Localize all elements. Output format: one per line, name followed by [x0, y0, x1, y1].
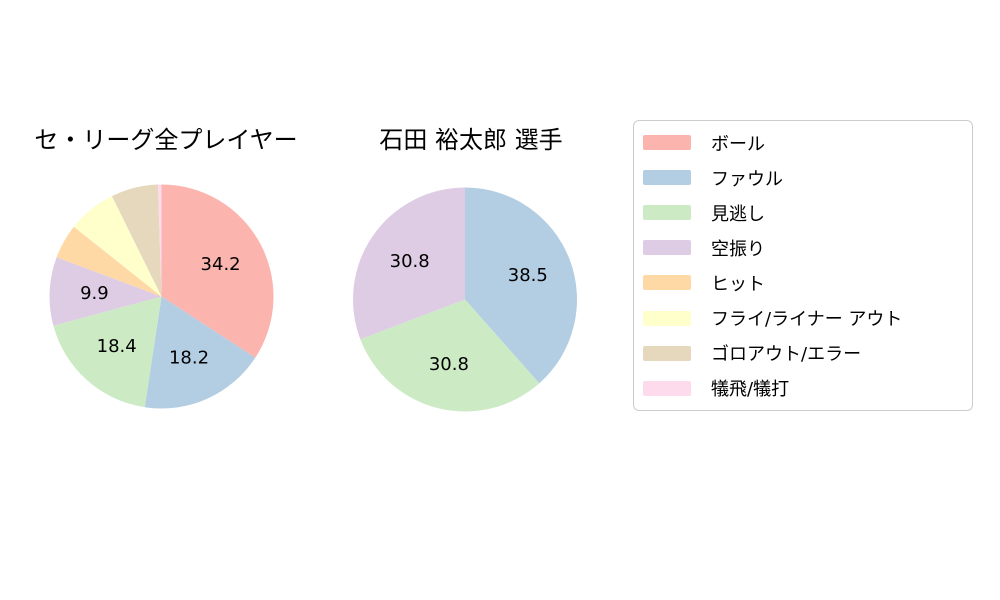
legend-item-label: 犠飛/犠打 — [711, 379, 790, 401]
pie-value-label: 34.2 — [201, 254, 241, 275]
pie-slice — [144, 296, 256, 409]
legend-item: 見逃し — [643, 195, 972, 230]
legend-item-label: フライ/ライナー アウト — [711, 309, 903, 331]
pie-slice — [73, 196, 162, 297]
legend-swatch — [643, 240, 691, 256]
pie-value-label: 9.9 — [80, 283, 109, 304]
legend-item: フライ/ライナー アウト — [643, 300, 972, 335]
pie-slice — [360, 299, 540, 412]
legend-item-label: ファウル — [711, 168, 783, 190]
legend-item-label: 空振り — [711, 238, 765, 260]
pie-value-label: 18.2 — [169, 347, 209, 368]
pie-title-left: セ・リーグ全プレイヤー — [34, 126, 298, 154]
legend-item: 犠飛/犠打 — [643, 371, 972, 406]
pie-value-label: 30.8 — [429, 354, 469, 375]
legend-box: ボールファウル見逃し空振りヒットフライ/ライナー アウト ゴロアウト/エラー 犠飛/… — [633, 120, 973, 411]
pie-chart-1: 38.5 30.8 30.8 — [353, 187, 577, 412]
legend-swatch — [643, 170, 691, 186]
legend-item: ヒット — [643, 265, 972, 300]
legend-item: 空振り — [643, 230, 972, 265]
pie-slice — [49, 257, 162, 326]
legend-swatch — [643, 135, 691, 151]
legend-swatch — [643, 275, 691, 291]
pie-value-label: 38.5 — [508, 265, 548, 286]
pie-slice — [161, 184, 274, 358]
pie-slice — [157, 184, 162, 297]
legend-swatch — [643, 380, 691, 396]
pie-slice — [56, 226, 162, 297]
pie-slice — [53, 296, 162, 408]
legend-item-label: ゴロアウト/エラー — [711, 344, 862, 366]
legend-item: ボール — [643, 125, 972, 160]
legend-swatch — [643, 345, 691, 361]
legend-item: ファウル — [643, 160, 972, 195]
pie-value-label: 18.4 — [97, 336, 137, 357]
pie-slice — [353, 187, 465, 340]
legend-item: ゴロアウト/エラー — [643, 336, 972, 371]
pie-title-right: 石田 裕太郎 選手 — [379, 126, 563, 154]
legend-item-label: ボール — [711, 133, 765, 155]
pie-chart-0: 34.2 18.2 18.4 9.9 — [49, 184, 274, 409]
legend-swatch — [643, 310, 691, 326]
legend-swatch — [643, 205, 691, 221]
legend-item-label: ヒット — [711, 273, 765, 295]
legend-item-label: 見逃し — [711, 203, 765, 225]
pie-slice — [465, 187, 577, 384]
pie-slice — [111, 184, 162, 297]
pie-value-label: 30.8 — [390, 251, 430, 272]
